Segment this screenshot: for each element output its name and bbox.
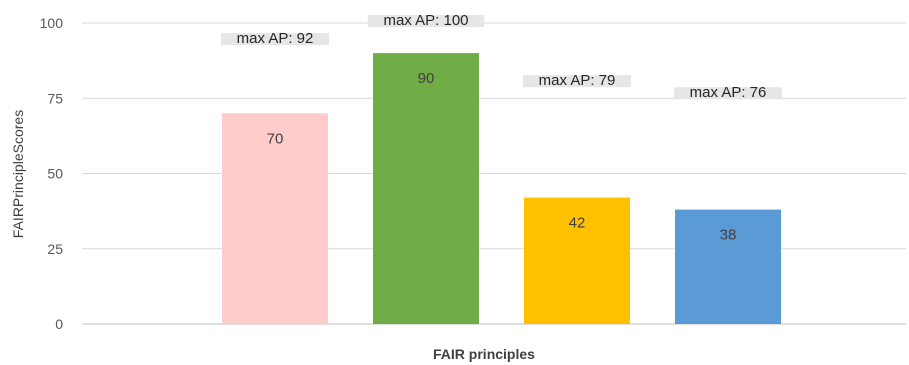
bar [222, 113, 328, 324]
annotations: max AP: 92 max AP: 100 max AP: 79 max AP: 7… [221, 12, 782, 101]
bar [373, 53, 479, 324]
annotation-label: max AP: 76 [690, 84, 767, 101]
bar-data-label: 42 [569, 215, 586, 232]
y-axis-title: FAIRPrincipleScores [10, 110, 26, 238]
annotation-background [523, 75, 631, 88]
bar [675, 209, 781, 324]
annotation-label: max AP: 79 [539, 72, 616, 89]
y-tick-label: 0 [55, 316, 63, 332]
bars [222, 53, 781, 324]
y-tick-label: 75 [47, 90, 63, 106]
bar [524, 197, 630, 324]
annotation-label: max AP: 92 [237, 30, 314, 47]
gridlines [82, 22, 906, 325]
y-tick-label: 50 [47, 166, 63, 182]
annotation-label: max AP: 100 [383, 12, 468, 29]
annotation-background [367, 15, 485, 27]
x-axis-title: FAIR principles [433, 346, 535, 362]
data-labels: 70 90 42 38 [267, 70, 737, 244]
annotation-background [221, 33, 329, 46]
y-axis-tick-labels: 0 25 50 75 100 [40, 15, 64, 332]
annotation-background [674, 87, 782, 100]
bar-data-label: 38 [720, 227, 737, 244]
bar-data-label: 70 [267, 130, 284, 147]
bar-data-label: 90 [418, 70, 435, 87]
y-tick-label: 25 [47, 241, 63, 257]
y-tick-label: 100 [40, 15, 64, 31]
